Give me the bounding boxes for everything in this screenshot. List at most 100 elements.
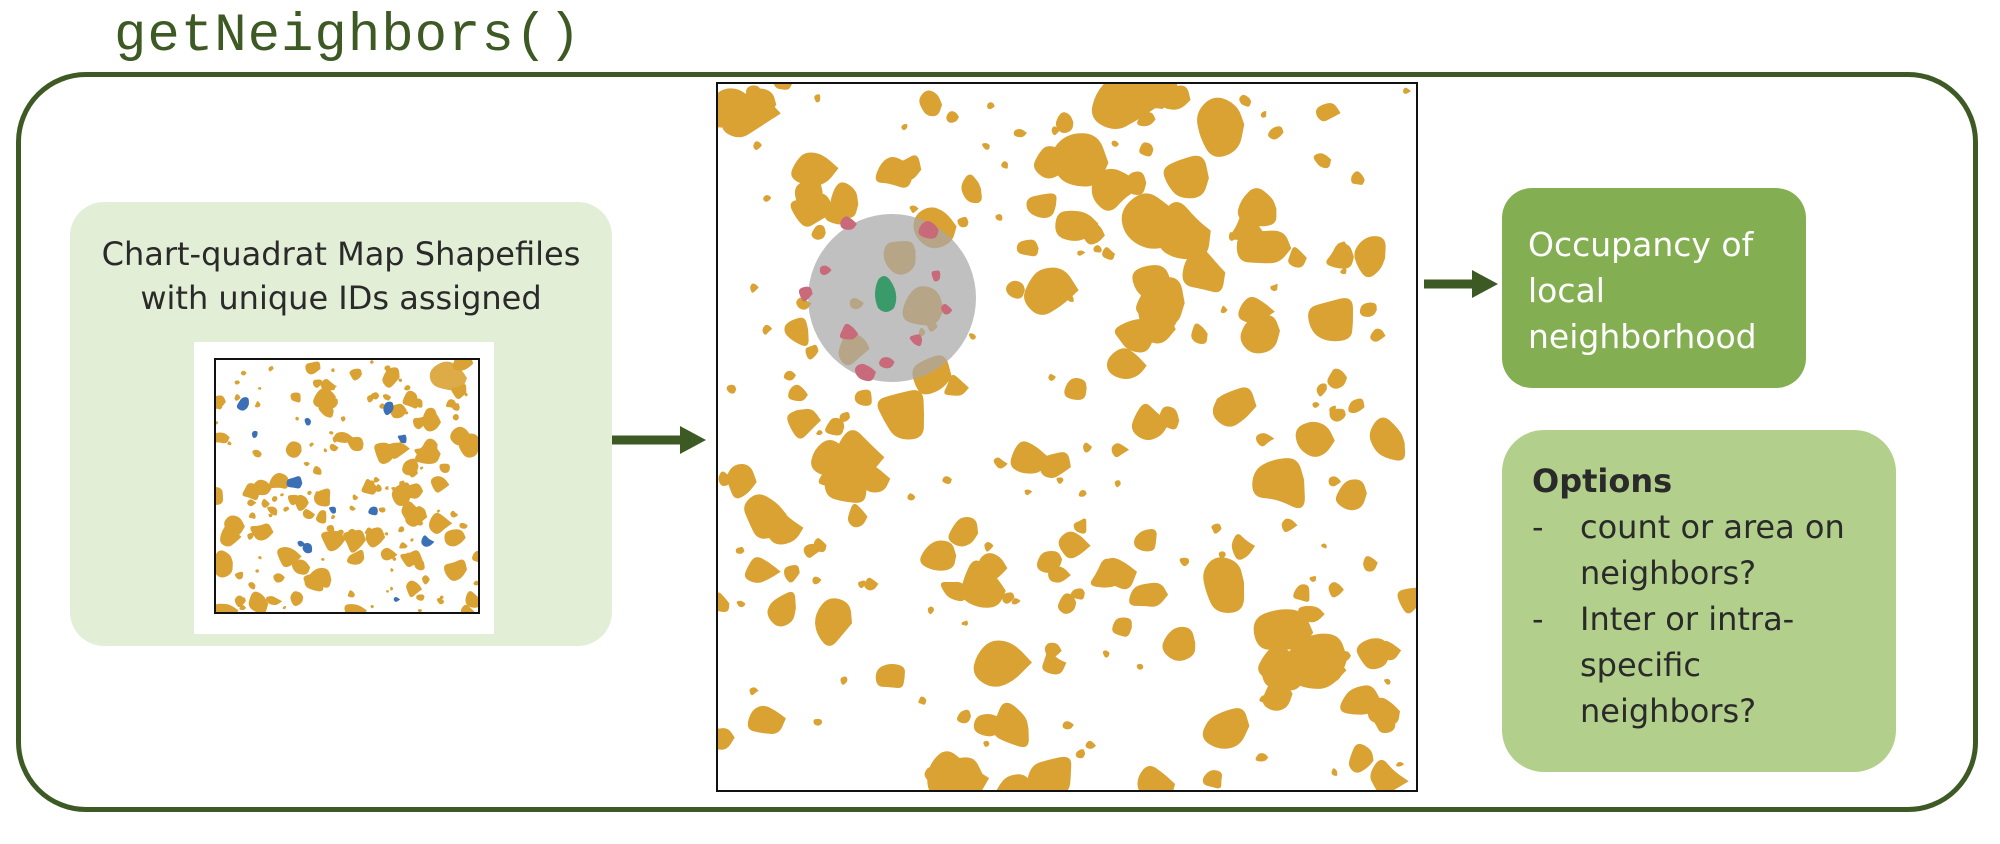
plant-patch (877, 390, 924, 440)
plant-patch (1220, 305, 1228, 314)
plant-patch (1260, 111, 1267, 118)
plant-patch (984, 542, 994, 552)
plant-patch (1024, 267, 1079, 315)
plant-patch (234, 571, 244, 580)
plant-patch (321, 530, 346, 552)
plant-patch (406, 552, 410, 557)
plant-patch (1040, 452, 1071, 478)
plant-patch (1253, 609, 1314, 650)
plant-patch (973, 640, 1032, 687)
plant-patch (247, 499, 257, 507)
plant-patch (718, 88, 759, 128)
plant-patch (1369, 417, 1406, 461)
neighborhood-map-svg (718, 84, 1416, 790)
plant-patch (382, 367, 400, 388)
plant-patch (948, 516, 979, 547)
plant-patch (909, 205, 919, 213)
plant-patch (1163, 155, 1209, 199)
plant-patch (329, 431, 334, 435)
plant-patch (825, 417, 845, 436)
plant-patch (763, 195, 772, 202)
plant-patch (1058, 531, 1091, 559)
plant-patch (1006, 280, 1025, 299)
plant-patch (745, 85, 761, 101)
other-species-patch (397, 434, 407, 444)
plant-patch (993, 457, 1008, 469)
plant-patch (1326, 243, 1354, 269)
plant-patch (1321, 543, 1327, 549)
plant-patch (450, 510, 459, 518)
plant-patch (811, 439, 857, 477)
plant-patch (268, 513, 273, 518)
workflow-frame (16, 72, 1978, 812)
plant-patch (283, 506, 290, 512)
plant-patch (735, 546, 745, 554)
plant-patch (1226, 593, 1235, 601)
plant-patch (307, 490, 312, 496)
other-species-patch (286, 476, 303, 489)
plant-patch (718, 592, 730, 613)
plant-patch (1077, 250, 1086, 256)
plant-patch (1098, 557, 1137, 590)
plant-patch (1239, 94, 1252, 107)
source-label: Chart-quadrat Map Shapefiles with unique… (70, 232, 612, 320)
plant-patch (1102, 650, 1110, 658)
other-species-patch (251, 430, 258, 438)
plant-patch (384, 486, 389, 490)
plant-patch (1203, 557, 1245, 613)
plant-patch (252, 449, 262, 458)
plant-patch (805, 344, 819, 360)
plant-patch (346, 549, 365, 565)
options-heading: Options (1532, 462, 1673, 500)
options-box: Options - count or area on neighbors? - … (1502, 430, 1896, 772)
plant-patch (331, 368, 335, 373)
plant-patch (1093, 245, 1102, 253)
plant-patch (436, 509, 441, 513)
neighbor-patch (854, 363, 876, 382)
plant-patch (1316, 383, 1327, 397)
plant-patch (987, 102, 995, 110)
plant-patch (1218, 551, 1226, 559)
plant-patch (416, 594, 425, 601)
plant-patch (303, 574, 323, 589)
plant-patch (830, 182, 859, 218)
plant-patch (1191, 323, 1208, 345)
plant-patch (384, 365, 391, 372)
plant-patch (1010, 441, 1049, 474)
plant-patch (747, 705, 786, 734)
plant-patch (744, 557, 781, 583)
plant-patch (443, 559, 467, 581)
option-line: neighbors? (1580, 554, 1757, 592)
plant-patch (1026, 193, 1057, 218)
plant-patch (464, 392, 468, 397)
plant-patch (1062, 721, 1074, 730)
plant-patch (326, 524, 335, 533)
plant-patch (1011, 598, 1021, 605)
result-line1: Occupancy of (1528, 225, 1754, 264)
plant-patch (302, 509, 316, 520)
plant-patch (1255, 753, 1269, 762)
plant-patch (450, 426, 470, 446)
plant-patch (919, 90, 943, 117)
plant-patch (920, 540, 957, 571)
plant-patch (968, 333, 976, 340)
plant-patch (1024, 489, 1033, 496)
option-line: specific (1580, 646, 1701, 684)
plant-patch (767, 591, 796, 627)
plant-patch (1285, 678, 1294, 686)
plant-patch (718, 471, 733, 486)
plant-patch (1329, 408, 1346, 422)
plant-patch (380, 547, 398, 561)
plant-patch (309, 442, 314, 447)
plant-patch (313, 488, 331, 507)
plant-patch (1016, 239, 1039, 257)
source-label-line1: Chart-quadrat Map Shapefiles (101, 235, 581, 273)
plant-patch (907, 493, 916, 501)
plant-patch (290, 591, 304, 606)
plant-patch (375, 484, 382, 492)
plant-patch (1048, 373, 1056, 381)
plant-patch (349, 368, 362, 381)
plant-patch (1315, 103, 1341, 122)
plant-patch (347, 436, 364, 452)
plant-patch (892, 155, 922, 181)
